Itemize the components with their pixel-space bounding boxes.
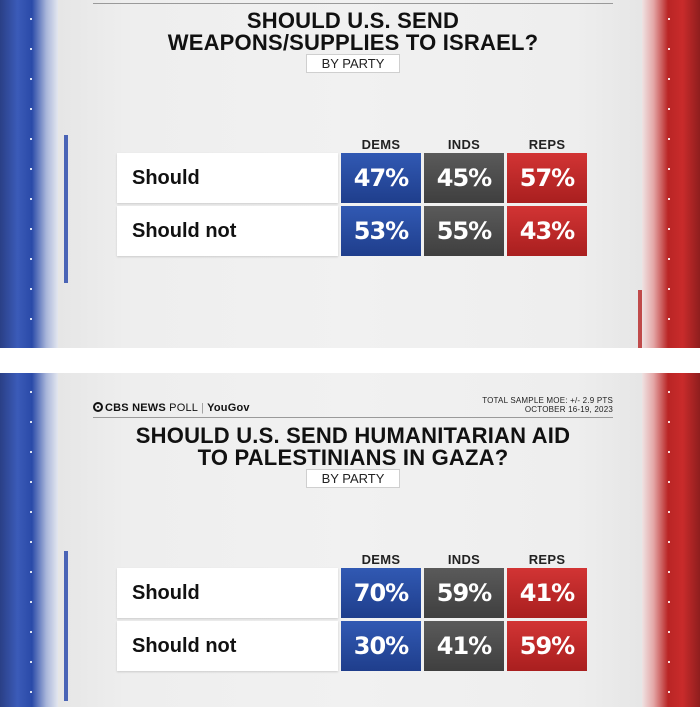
column-header-inds-2: INDS [447,552,481,567]
moe-line: TOTAL SAMPLE MOE: +/- 2.9 PTS [482,396,613,405]
stripe-tick [668,571,670,573]
title-line-1: SHOULD U.S. SEND [246,8,460,33]
row-label-should-not: Should not [117,206,338,256]
red-side-stripe [642,0,700,348]
stripe-tick [30,18,32,20]
stripe-tick [668,541,670,543]
stripe-tick [30,138,32,140]
red-side-stripe [642,373,700,707]
stripe-tick [30,541,32,543]
stripe-tick [668,601,670,603]
subtitle-badge: BY PARTY [306,54,400,73]
logo-yougov-text: YouGov [207,402,250,414]
stripe-tick [668,661,670,663]
date-line: OCTOBER 16-19, 2023 [524,405,613,414]
column-header-reps: REPS [528,137,566,152]
blue-side-stripe [0,0,58,348]
stripe-tick [30,571,32,573]
stripe-tick [668,18,670,20]
column-header-reps-2: REPS [528,552,566,567]
stripe-tick [30,198,32,200]
stripe-tick [30,631,32,633]
cell-should-not-dems-2: 30% [341,621,421,671]
cell-should-inds: 45% [424,153,504,203]
stripe-tick [668,511,670,513]
stripe-tick [30,228,32,230]
cell-should-dems-2: 70% [341,568,421,618]
stripe-tick [668,48,670,50]
stripe-tick [30,318,32,320]
cell-should-not-reps-2: 59% [507,621,587,671]
cell-should-inds-2: 59% [424,568,504,618]
stripe-tick [668,198,670,200]
stripe-tick [30,691,32,693]
row-label-should: Should [117,153,338,203]
cell-should-reps: 57% [507,153,587,203]
cell-should-not-dems: 53% [341,206,421,256]
cbs-yougov-logo: CBS NEWS POLL | YouGov [93,402,250,414]
cell-should-dems: 47% [341,153,421,203]
top-rule [93,3,613,4]
subtitle-badge-2: BY PARTY [306,469,400,488]
stripe-tick [668,168,670,170]
blue-accent-bar [64,135,68,283]
chart-title: SHOULD U.S. SEND WEAPONS/SUPPLIES TO ISR… [93,10,613,54]
stripe-tick [30,661,32,663]
column-header-dems: DEMS [361,137,401,152]
title-line-1: SHOULD U.S. SEND HUMANITARIAN AID [135,423,571,448]
stripe-tick [30,421,32,423]
row-label-should-2: Should [117,568,338,618]
cbs-eye-icon [93,402,103,412]
title-line-2: TO PALESTINIANS IN GAZA? [197,445,509,470]
stripe-tick [668,258,670,260]
stripe-tick [30,258,32,260]
header-rule [93,417,613,418]
cell-should-not-reps: 43% [507,206,587,256]
blue-accent-bar [64,551,68,701]
stripe-tick [668,138,670,140]
stripe-tick [30,108,32,110]
sample-moe-note: TOTAL SAMPLE MOE: +/- 2.9 PTS OCTOBER 16… [482,396,613,414]
column-header-inds: INDS [447,137,481,152]
cell-should-not-inds: 55% [424,206,504,256]
stripe-tick [668,108,670,110]
stripe-tick [30,288,32,290]
column-header-dems-2: DEMS [361,552,401,567]
stripe-tick [30,78,32,80]
stripe-tick [668,691,670,693]
chart-title-2: SHOULD U.S. SEND HUMANITARIAN AID TO PAL… [93,425,613,469]
stripe-tick [668,421,670,423]
cell-should-reps-2: 41% [507,568,587,618]
title-line-2: WEAPONS/SUPPLIES TO ISRAEL? [167,30,539,55]
stripe-tick [30,391,32,393]
stripe-tick [30,168,32,170]
blue-side-stripe [0,373,58,707]
stripe-tick [668,78,670,80]
stripe-tick [668,391,670,393]
poll-panel-weapons: SHOULD U.S. SEND WEAPONS/SUPPLIES TO ISR… [0,0,700,348]
stripe-tick [668,481,670,483]
stripe-tick [30,511,32,513]
stripe-tick [668,288,670,290]
red-accent-bar [638,290,642,348]
stripe-tick [30,451,32,453]
row-label-should-not-2: Should not [117,621,338,671]
cell-should-not-inds-2: 41% [424,621,504,671]
stripe-tick [668,631,670,633]
stripe-tick [30,48,32,50]
stripe-tick [668,228,670,230]
logo-cbs-text: CBS NEWS [105,402,166,414]
stripe-tick [668,451,670,453]
stripe-tick [30,601,32,603]
stripe-tick [30,481,32,483]
stripe-tick [668,318,670,320]
logo-poll-text: POLL [169,402,199,414]
